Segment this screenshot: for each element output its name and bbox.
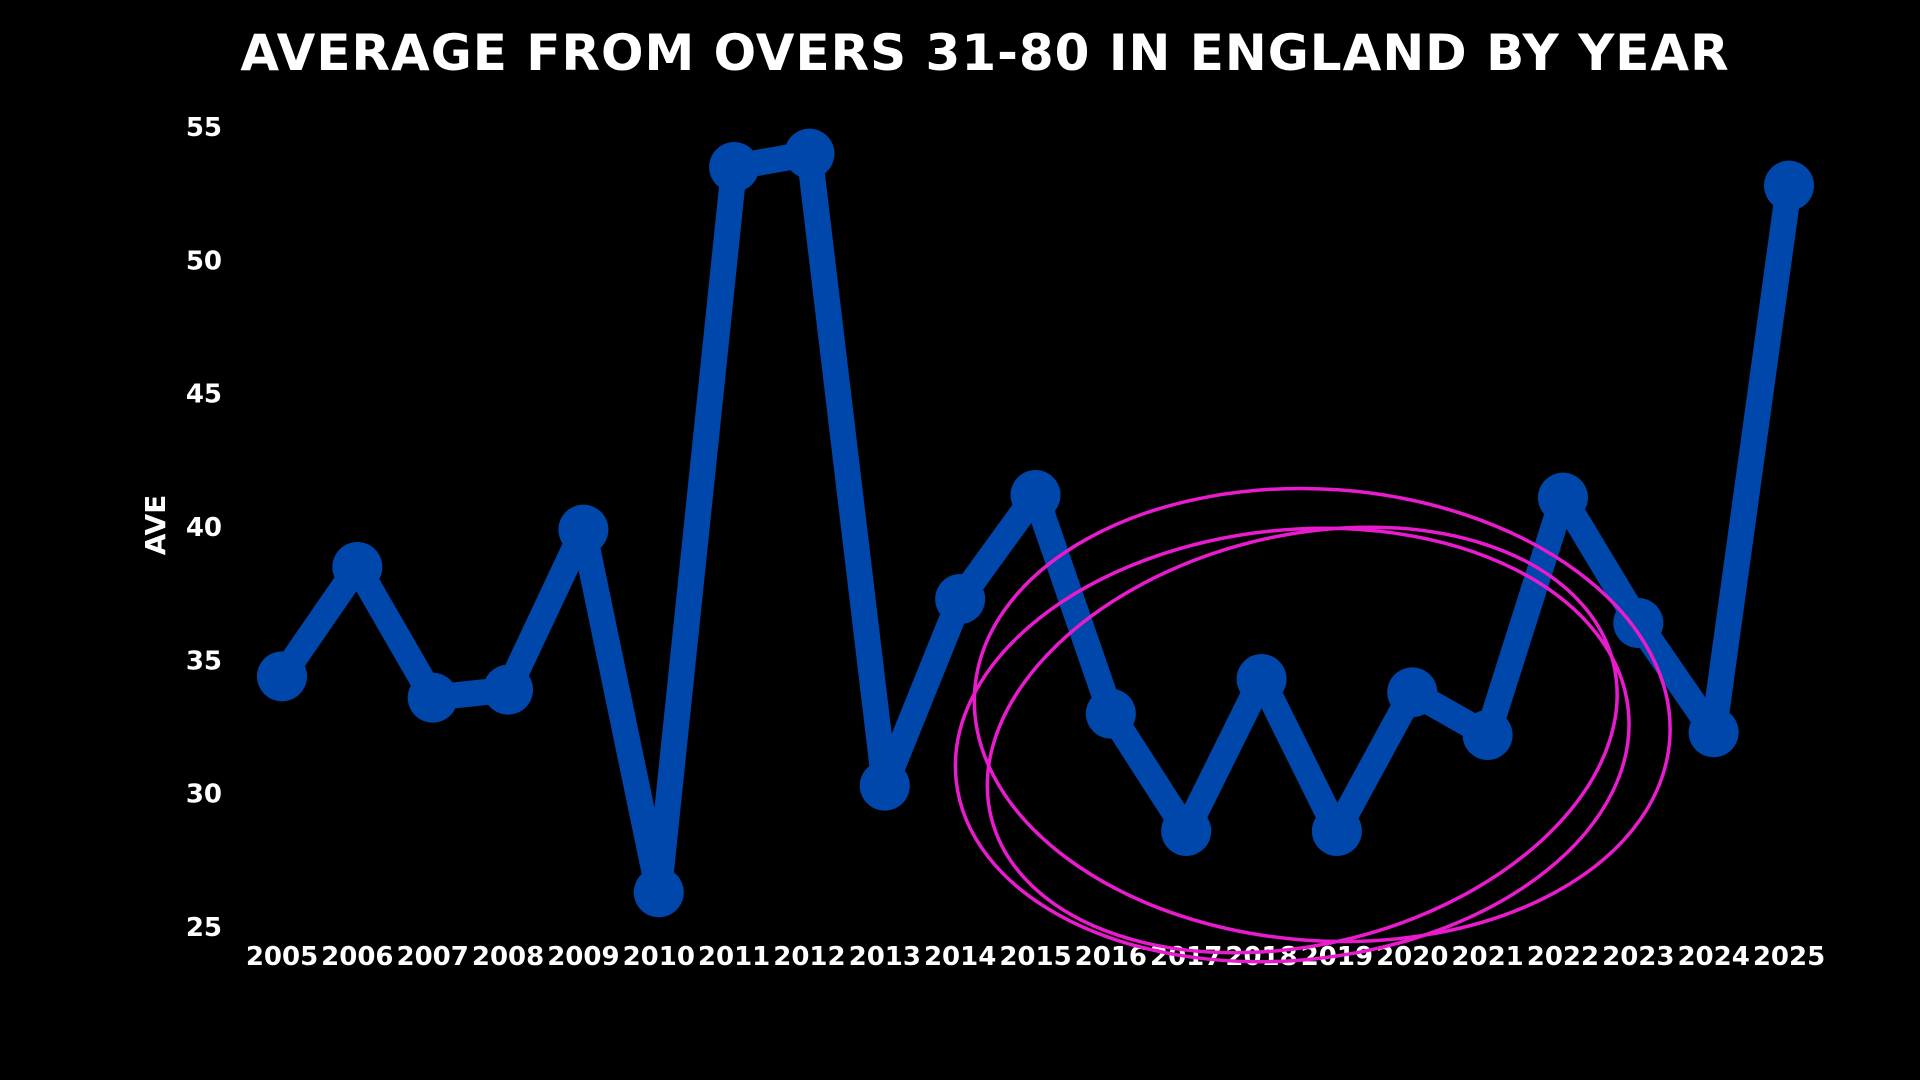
x-tick-label: 2005 [246, 942, 318, 972]
x-tick-label: 2007 [397, 942, 469, 972]
x-tick-label: 2009 [547, 942, 619, 972]
data-point-2014 [935, 574, 986, 624]
data-point-2013 [859, 760, 910, 811]
data-point-2006 [332, 542, 383, 592]
y-tick-label: 50 [186, 246, 222, 276]
data-point-2023 [1613, 598, 1664, 648]
series-line [269, 140, 1802, 906]
y-tick-label: 40 [186, 513, 222, 543]
x-tick-label: 2011 [698, 942, 770, 972]
data-point-2005 [257, 651, 307, 702]
data-point-2009 [558, 504, 609, 555]
x-tick-label: 2018 [1225, 942, 1297, 972]
data-point-2015 [1010, 470, 1061, 520]
x-tick-label: 2024 [1677, 942, 1749, 972]
data-point-2011 [709, 142, 760, 192]
x-tick-label: 2008 [472, 942, 544, 972]
data-point-2007 [407, 672, 458, 723]
series-line-group [257, 128, 1814, 918]
data-point-2021 [1462, 710, 1513, 760]
data-point-2012 [784, 128, 835, 179]
data-point-2022 [1537, 472, 1588, 523]
data-point-2025 [1764, 160, 1814, 211]
annotation-circle-group [953, 486, 1672, 964]
x-tick-label: 2013 [849, 942, 921, 972]
data-point-2019 [1311, 806, 1362, 856]
x-tick-label: 2006 [321, 942, 393, 972]
x-axis-ticks: 2005 2006 2007 2008 2009 2010 2011 2012 2013 2014… [246, 942, 1825, 972]
data-point-2024 [1688, 707, 1739, 758]
annotation-circle-stroke [985, 525, 1619, 955]
y-axis-ticks: 25 30 35 40 45 50 55 [186, 113, 222, 943]
data-point-2008 [483, 664, 534, 715]
x-tick-label: 2010 [623, 942, 695, 972]
x-tick-label: 2021 [1451, 942, 1523, 972]
y-axis-label: AVE [139, 495, 172, 556]
x-tick-label: 2022 [1527, 942, 1599, 972]
y-tick-label: 55 [186, 113, 222, 143]
x-tick-label: 2015 [999, 942, 1071, 972]
chart-title: AVERAGE FROM OVERS 31-80 IN ENGLAND BY Y… [240, 24, 1729, 82]
x-tick-label: 2012 [773, 942, 845, 972]
y-tick-label: 30 [186, 780, 222, 810]
x-tick-label: 2023 [1602, 942, 1674, 972]
data-point-2020 [1387, 667, 1438, 718]
y-tick-label: 35 [186, 646, 222, 676]
data-point-2016 [1085, 688, 1136, 739]
x-tick-label: 2025 [1753, 942, 1825, 972]
y-tick-label: 45 [186, 380, 222, 410]
data-point-2010 [633, 867, 684, 918]
x-tick-label: 2014 [924, 942, 996, 972]
data-point-2018 [1236, 654, 1287, 704]
annotation-circle-stroke [972, 486, 1672, 944]
y-tick-label: 25 [186, 913, 222, 943]
data-point-2017 [1161, 806, 1212, 856]
annotation-circle-stroke [953, 526, 1631, 964]
